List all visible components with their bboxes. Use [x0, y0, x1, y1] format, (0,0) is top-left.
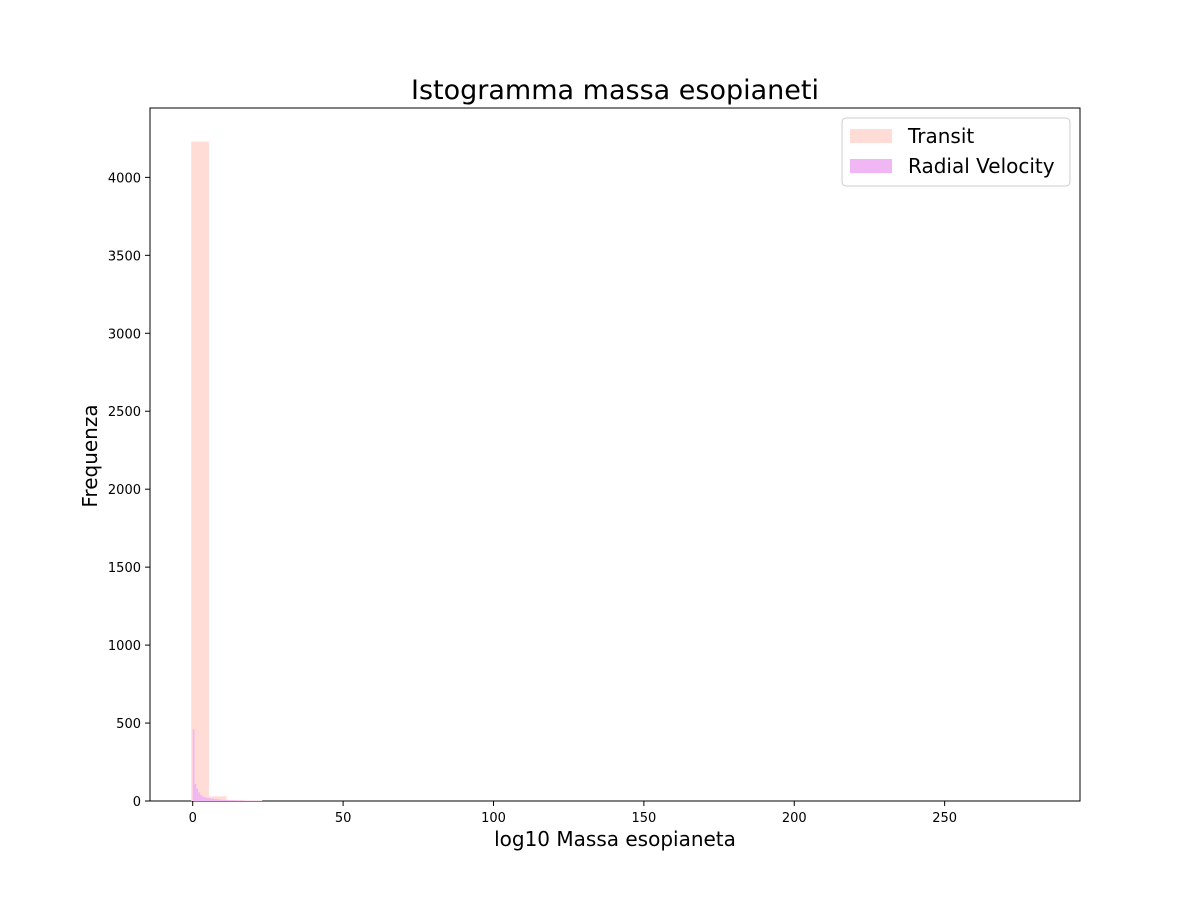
chart-title: Istogramma massa esopianeti: [411, 75, 819, 106]
x-axis: 0 50 100 150 200 250: [189, 801, 957, 826]
histogram-bar-radial-velocity-11: [212, 798, 215, 801]
histogram-bar-radial-velocity-0: [192, 729, 195, 801]
plot-area: [149, 107, 1081, 802]
histogram-bar-radial-velocity-15: [219, 799, 222, 801]
y-tick-label-8: 4000: [108, 171, 141, 186]
legend: Transit Radial Velocity: [841, 117, 1071, 187]
histogram-bar-radial-velocity-6: [203, 797, 206, 801]
x-tick-label-2: 100: [481, 811, 506, 826]
histogram-bar-radial-velocity-17: [223, 799, 226, 801]
histogram-bar-radial-velocity-12: [214, 799, 217, 801]
y-tick-label-0: 0: [133, 795, 141, 810]
histogram-bar-radial-velocity-9: [208, 798, 211, 801]
axes-frame: [149, 107, 1081, 802]
y-axis: 0 500 1000 1500 2000 2500 3000 3500 4000: [108, 171, 150, 810]
y-tick-label-2: 1000: [108, 639, 141, 654]
histogram-bar-radial-velocity-10: [210, 798, 213, 801]
legend-label-0: Transit: [907, 124, 974, 148]
x-tick-label-4: 200: [782, 811, 807, 826]
y-tick-label-7: 3500: [108, 249, 141, 264]
histogram-bar-radial-velocity-4: [199, 794, 202, 801]
y-tick-label-5: 2500: [108, 405, 141, 420]
histogram-bar-radial-velocity-5: [201, 796, 204, 801]
histogram-bar-radial-velocity-3: [198, 792, 200, 801]
legend-swatch-0: [850, 129, 892, 143]
histogram-bar-radial-velocity-20: [228, 800, 234, 801]
y-axis-title: Frequenza: [78, 404, 102, 507]
histogram-bar-radial-velocity-18: [225, 800, 227, 801]
histogram-bar-transit-0: [191, 141, 209, 801]
histogram-bar-radial-velocity-1: [194, 783, 197, 801]
histogram-bar-transit-1: [208, 796, 227, 801]
x-tick-label-5: 250: [932, 811, 957, 826]
y-tick-label-3: 1500: [108, 561, 141, 576]
histogram-bar-radial-velocity-19: [227, 800, 229, 801]
histogram-bar-radial-velocity-16: [221, 799, 224, 801]
x-tick-label-1: 50: [335, 811, 352, 826]
histogram-bar-radial-velocity-7: [205, 797, 208, 801]
histogram-bar-radial-velocity-14: [217, 799, 220, 801]
x-tick-label-0: 0: [189, 811, 197, 826]
y-tick-label-1: 500: [116, 717, 141, 732]
histogram-bar-radial-velocity-13: [216, 799, 218, 801]
x-axis-title: log10 Massa esopianeta: [494, 827, 736, 851]
y-tick-label-4: 2000: [108, 483, 141, 498]
histogram-bar-radial-velocity-8: [207, 797, 209, 801]
histogram-bar-radial-velocity-21: [233, 800, 238, 801]
legend-swatch-1: [850, 159, 892, 173]
histogram-bars: [191, 141, 263, 801]
x-tick-label-3: 150: [631, 811, 656, 826]
y-tick-label-6: 3000: [108, 327, 141, 342]
legend-label-1: Radial Velocity: [908, 154, 1055, 178]
legend-box: [841, 117, 1071, 187]
histogram-bar-radial-velocity-2: [196, 788, 199, 801]
